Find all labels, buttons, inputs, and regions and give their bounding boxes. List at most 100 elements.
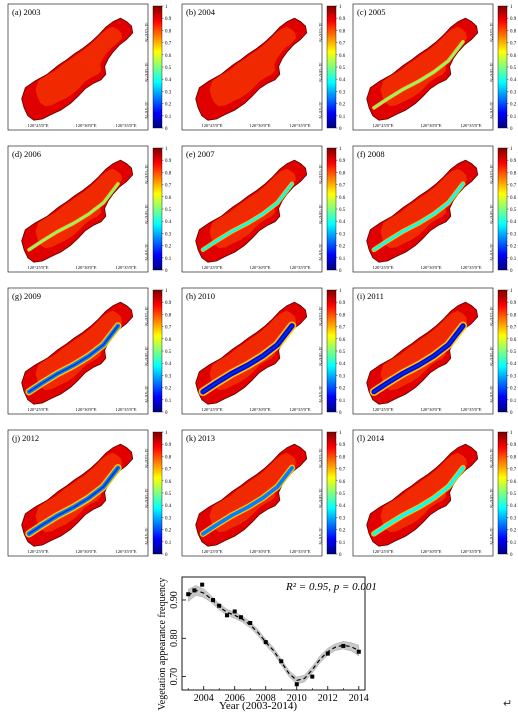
lat-tick-label: 31°10'0"N: [144, 346, 149, 366]
lon-tick-label: 120°35'0"E: [460, 123, 481, 128]
lon-tick-label: 120°25'0"E: [372, 549, 393, 554]
data-point: [263, 640, 268, 645]
colorbar-tick-label: 0.1: [165, 541, 172, 546]
colorbar-tick-label: 1: [339, 5, 342, 10]
colorbar: [326, 431, 337, 555]
colorbar: [497, 5, 508, 129]
colorbar-tick-label: 0.8: [339, 29, 346, 34]
colorbar-tick-label: 0.8: [339, 171, 346, 176]
colorbar-tick-label: 0.4: [339, 78, 346, 83]
lat-tick-label: 31°5'0"N: [489, 385, 494, 403]
lake-interior: [35, 168, 123, 249]
colorbar: [497, 289, 508, 413]
colorbar-tick-label: 0.8: [510, 455, 517, 460]
colorbar-tick-label: 0.7: [510, 326, 517, 331]
colorbar-tick-label: 0.1: [339, 257, 346, 262]
lake-band-core: [28, 325, 119, 393]
y-tick-label: 0.80: [169, 630, 180, 648]
colorbar-tick-label: 0.5: [339, 208, 346, 213]
colorbar-tick-label: 0.3: [165, 374, 172, 379]
lon-tick-label: 120°30'0"E: [420, 549, 441, 554]
lon-tick-label: 120°30'0"E: [75, 407, 96, 412]
colorbar-tick-label: 0.8: [510, 29, 517, 34]
lon-tick-label: 120°35'0"E: [115, 407, 136, 412]
colorbar-tick-label: 1: [165, 431, 168, 436]
colorbar-tick-label: 0.5: [165, 208, 172, 213]
lat-tick-label: 31°10'0"N: [489, 204, 494, 224]
lake-band: [28, 182, 119, 251]
lat-tick-label: 31°15'0"N: [318, 22, 323, 42]
panel-label: (i) 2011: [357, 291, 384, 301]
colorbar-tick-label: 0.9: [510, 159, 517, 164]
colorbar-tick-label: 0.9: [339, 443, 346, 448]
colorbar-tick-label: 0.2: [165, 529, 172, 534]
colorbar-tick-label: 0.6: [339, 54, 346, 59]
data-point: [279, 659, 284, 664]
lon-tick-label: 120°35'0"E: [115, 265, 136, 270]
colorbar-tick-label: 0.9: [165, 443, 172, 448]
x-tick-label: 2014: [349, 693, 369, 704]
colorbar-tick-label: 0.6: [510, 54, 517, 59]
lat-tick-label: 31°10'0"N: [318, 62, 323, 82]
map-panel: (c) 2005 120°25'0"E 120°30'0"E 120°35'0"E 31…: [352, 3, 517, 132]
colorbar-tick-label: 0.7: [165, 326, 172, 331]
colorbar-tick-label: 0: [510, 553, 513, 558]
colorbar-tick-label: 0.7: [165, 184, 172, 189]
colorbar-tick-label: 0.6: [165, 338, 172, 343]
colorbar-tick-label: 0.5: [165, 66, 172, 71]
colorbar-tick-label: 1: [165, 147, 168, 152]
colorbar-tick-label: 0.4: [339, 362, 346, 367]
lake-interior: [209, 168, 297, 249]
colorbar-tick-label: 0: [510, 269, 513, 274]
panel-label: (a) 2003: [12, 7, 41, 17]
lat-tick-label: 31°10'0"N: [318, 204, 323, 224]
lat-tick-label: 31°10'0"N: [144, 204, 149, 224]
lon-tick-label: 120°35'0"E: [460, 549, 481, 554]
lon-tick-label: 120°30'0"E: [75, 123, 96, 128]
lon-tick-label: 120°35'0"E: [289, 549, 310, 554]
data-point: [325, 651, 330, 656]
colorbar-tick-label: 1: [339, 289, 342, 294]
panel-label: (j) 2012: [12, 433, 39, 443]
lon-tick-label: 120°30'0"E: [75, 265, 96, 270]
map-panel: (b) 2004 120°25'0"E 120°30'0"E 120°35'0"E 31…: [181, 3, 346, 132]
colorbar-tick-label: 1: [510, 5, 513, 10]
lat-tick-label: 31°5'0"N: [144, 243, 149, 261]
colorbar-tick-label: 0.3: [165, 232, 172, 237]
confidence-band: [187, 585, 359, 685]
colorbar-tick-label: 0.4: [165, 220, 172, 225]
colorbar: [326, 289, 337, 413]
colorbar-tick-label: 0.6: [339, 338, 346, 343]
lon-tick-label: 120°35'0"E: [460, 265, 481, 270]
lat-tick-label: 31°15'0"N: [144, 306, 149, 326]
colorbar-tick-label: 0.7: [339, 326, 346, 331]
colorbar-tick-label: 0.7: [339, 184, 346, 189]
colorbar-tick-label: 0: [165, 411, 168, 416]
colorbar-tick-label: 0.3: [165, 90, 172, 95]
colorbar-tick-label: 1: [510, 431, 513, 436]
panel-label: (k) 2013: [186, 433, 215, 443]
x-tick-label: 2008: [256, 693, 276, 704]
lat-tick-label: 31°15'0"N: [318, 306, 323, 326]
colorbar-tick-label: 0: [339, 553, 342, 558]
colorbar-tick-label: 0.3: [510, 90, 517, 95]
lon-tick-label: 120°25'0"E: [27, 549, 48, 554]
colorbar-tick-label: 0.1: [510, 399, 517, 404]
colorbar: [497, 147, 508, 271]
lake-band: [372, 466, 465, 536]
colorbar-tick-label: 1: [165, 5, 168, 10]
panel-label: (g) 2009: [12, 291, 41, 301]
lat-tick-label: 31°15'0"N: [489, 164, 494, 184]
lon-tick-label: 120°25'0"E: [372, 407, 393, 412]
lon-tick-label: 120°30'0"E: [249, 407, 270, 412]
colorbar-tick-label: 0.4: [339, 220, 346, 225]
colorbar: [497, 431, 508, 555]
panel-label: (d) 2006: [12, 149, 41, 159]
colorbar-tick-label: 0: [339, 269, 342, 274]
colorbar-tick-label: 0.3: [510, 232, 517, 237]
lat-tick-label: 31°10'0"N: [489, 62, 494, 82]
colorbar-tick-label: 0.8: [165, 171, 172, 176]
colorbar-tick-label: 0.8: [510, 171, 517, 176]
colorbar-tick-label: 0.8: [165, 29, 172, 34]
lake-band: [373, 40, 464, 109]
